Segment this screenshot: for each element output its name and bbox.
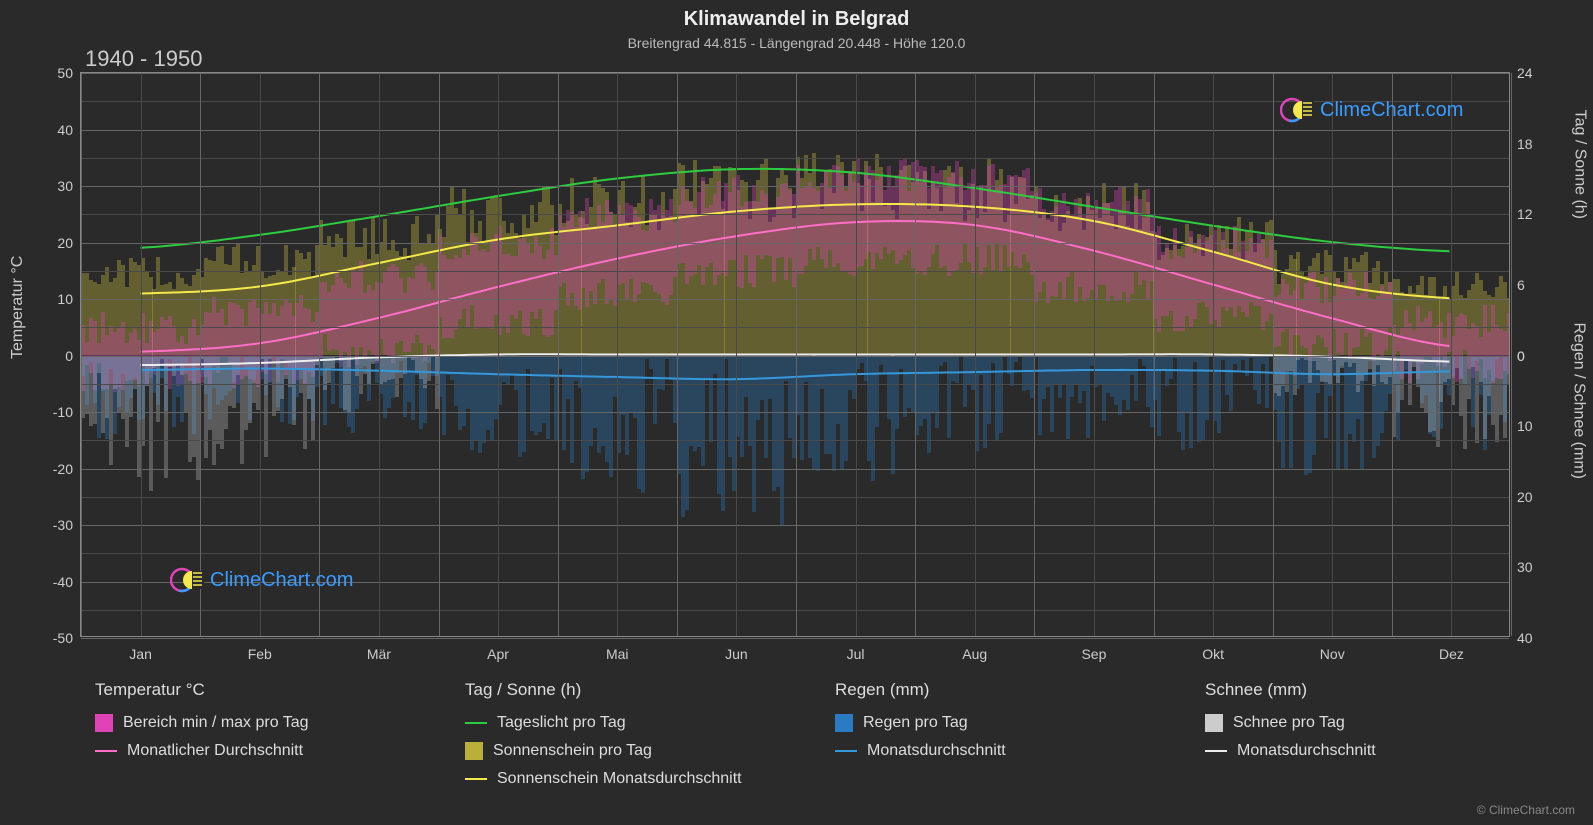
legend-swatch-square — [465, 742, 483, 760]
x-tick-month: Dez — [1439, 636, 1464, 662]
legend-label: Bereich min / max pro Tag — [123, 714, 309, 732]
y-tick-right-mm: 10 — [1509, 418, 1533, 434]
y-tick-left: 50 — [57, 65, 81, 81]
legend-item: Regen pro Tag — [835, 714, 1145, 732]
y-tick-right-mm: 40 — [1509, 630, 1533, 646]
watermark-bottom: ClimeChart.com — [170, 565, 353, 595]
legend-label: Regen pro Tag — [863, 714, 968, 732]
y-axis-right-top-title: Tag / Sonne (h) — [1570, 110, 1588, 219]
climechart-logo-icon — [170, 565, 204, 595]
x-tick-month: Jun — [725, 636, 748, 662]
legend-swatch-line — [95, 750, 117, 752]
y-tick-left: 20 — [57, 235, 81, 251]
legend-group-title: Temperatur °C — [95, 680, 405, 700]
y-tick-left: 30 — [57, 178, 81, 194]
legend-label: Monatsdurchschnitt — [1237, 742, 1376, 760]
y-tick-left: -40 — [53, 574, 81, 590]
legend-item: Tageslicht pro Tag — [465, 714, 775, 732]
legend-label: Tageslicht pro Tag — [497, 714, 626, 732]
legend-label: Sonnenschein pro Tag — [493, 742, 652, 760]
plot-box: -50-40-30-20-100102030405006121824010203… — [80, 72, 1510, 637]
legend-group: Tag / Sonne (h) Tageslicht pro Tag Sonnens… — [465, 680, 775, 798]
watermark-text: ClimeChart.com — [210, 569, 353, 592]
legend-item: Sonnenschein pro Tag — [465, 742, 775, 760]
line-temp-avg — [141, 221, 1450, 352]
legend-group-title: Tag / Sonne (h) — [465, 680, 775, 700]
y-tick-left: 10 — [57, 291, 81, 307]
y-tick-right-hours: 24 — [1509, 65, 1533, 81]
chart-subtitle: Breitengrad 44.815 - Längengrad 20.448 -… — [0, 31, 1593, 51]
legend-group: Schnee (mm) Schnee pro Tag Monatsdurchschn… — [1205, 680, 1515, 798]
legend-group: Regen (mm) Regen pro Tag Monatsdurchschnit… — [835, 680, 1145, 798]
x-tick-month: Jul — [847, 636, 865, 662]
x-tick-month: Okt — [1202, 636, 1224, 662]
legend-item: Bereich min / max pro Tag — [95, 714, 405, 732]
climechart-logo-icon — [1280, 95, 1314, 125]
legend-label: Schnee pro Tag — [1233, 714, 1345, 732]
watermark-top: ClimeChart.com — [1280, 95, 1463, 125]
y-tick-right-hours: 18 — [1509, 136, 1533, 152]
year-range-label: 1940 - 1950 — [85, 46, 202, 72]
legend-group-title: Schnee (mm) — [1205, 680, 1515, 700]
legend-label: Monatlicher Durchschnitt — [127, 742, 303, 760]
y-axis-left-title: Temperatur °C — [9, 256, 27, 359]
line-daylight — [141, 169, 1450, 251]
legend-group: Temperatur °C Bereich min / max pro Tag Mo… — [95, 680, 405, 798]
line-rain-avg — [141, 369, 1450, 380]
legend-swatch-square — [1205, 714, 1223, 732]
legend-swatch-line — [835, 750, 857, 752]
copyright-text: © ClimeChart.com — [1477, 803, 1575, 817]
legend-item: Monatsdurchschnitt — [835, 742, 1145, 760]
line-sunshine-avg — [141, 204, 1450, 298]
x-tick-month: Aug — [962, 636, 987, 662]
x-tick-month: Sep — [1081, 636, 1106, 662]
legend-item: Schnee pro Tag — [1205, 714, 1515, 732]
y-tick-left: -50 — [53, 630, 81, 646]
x-tick-month: Apr — [487, 636, 509, 662]
legend-swatch-line — [465, 722, 487, 724]
x-tick-month: Jan — [129, 636, 152, 662]
legend-item: Sonnenschein Monatsdurchschnitt — [465, 770, 775, 788]
y-tick-left: 0 — [65, 348, 81, 364]
legend-item: Monatlicher Durchschnitt — [95, 742, 405, 760]
legend-swatch-line — [1205, 750, 1227, 752]
x-tick-month: Mai — [606, 636, 629, 662]
x-tick-month: Nov — [1320, 636, 1345, 662]
legend: Temperatur °C Bereich min / max pro Tag Mo… — [95, 680, 1515, 798]
legend-item: Monatsdurchschnitt — [1205, 742, 1515, 760]
legend-swatch-square — [835, 714, 853, 732]
legend-swatch-square — [95, 714, 113, 732]
y-tick-left: -30 — [53, 517, 81, 533]
x-tick-month: Feb — [248, 636, 272, 662]
chart-plot-area: -50-40-30-20-100102030405006121824010203… — [80, 72, 1510, 637]
y-tick-right-mm: 30 — [1509, 559, 1533, 575]
y-axis-right-bottom-title: Regen / Schnee (mm) — [1570, 322, 1588, 479]
legend-label: Sonnenschein Monatsdurchschnitt — [497, 770, 742, 788]
y-tick-right-mm: 20 — [1509, 489, 1533, 505]
y-tick-left: -10 — [53, 404, 81, 420]
x-tick-month: Mär — [367, 636, 391, 662]
legend-group-title: Regen (mm) — [835, 680, 1145, 700]
y-tick-left: 40 — [57, 122, 81, 138]
legend-label: Monatsdurchschnitt — [867, 742, 1006, 760]
y-tick-left: -20 — [53, 461, 81, 477]
y-tick-right-hours: 12 — [1509, 206, 1533, 222]
watermark-text: ClimeChart.com — [1320, 99, 1463, 122]
legend-swatch-line — [465, 778, 487, 780]
chart-title: Klimawandel in Belgrad — [0, 0, 1593, 31]
